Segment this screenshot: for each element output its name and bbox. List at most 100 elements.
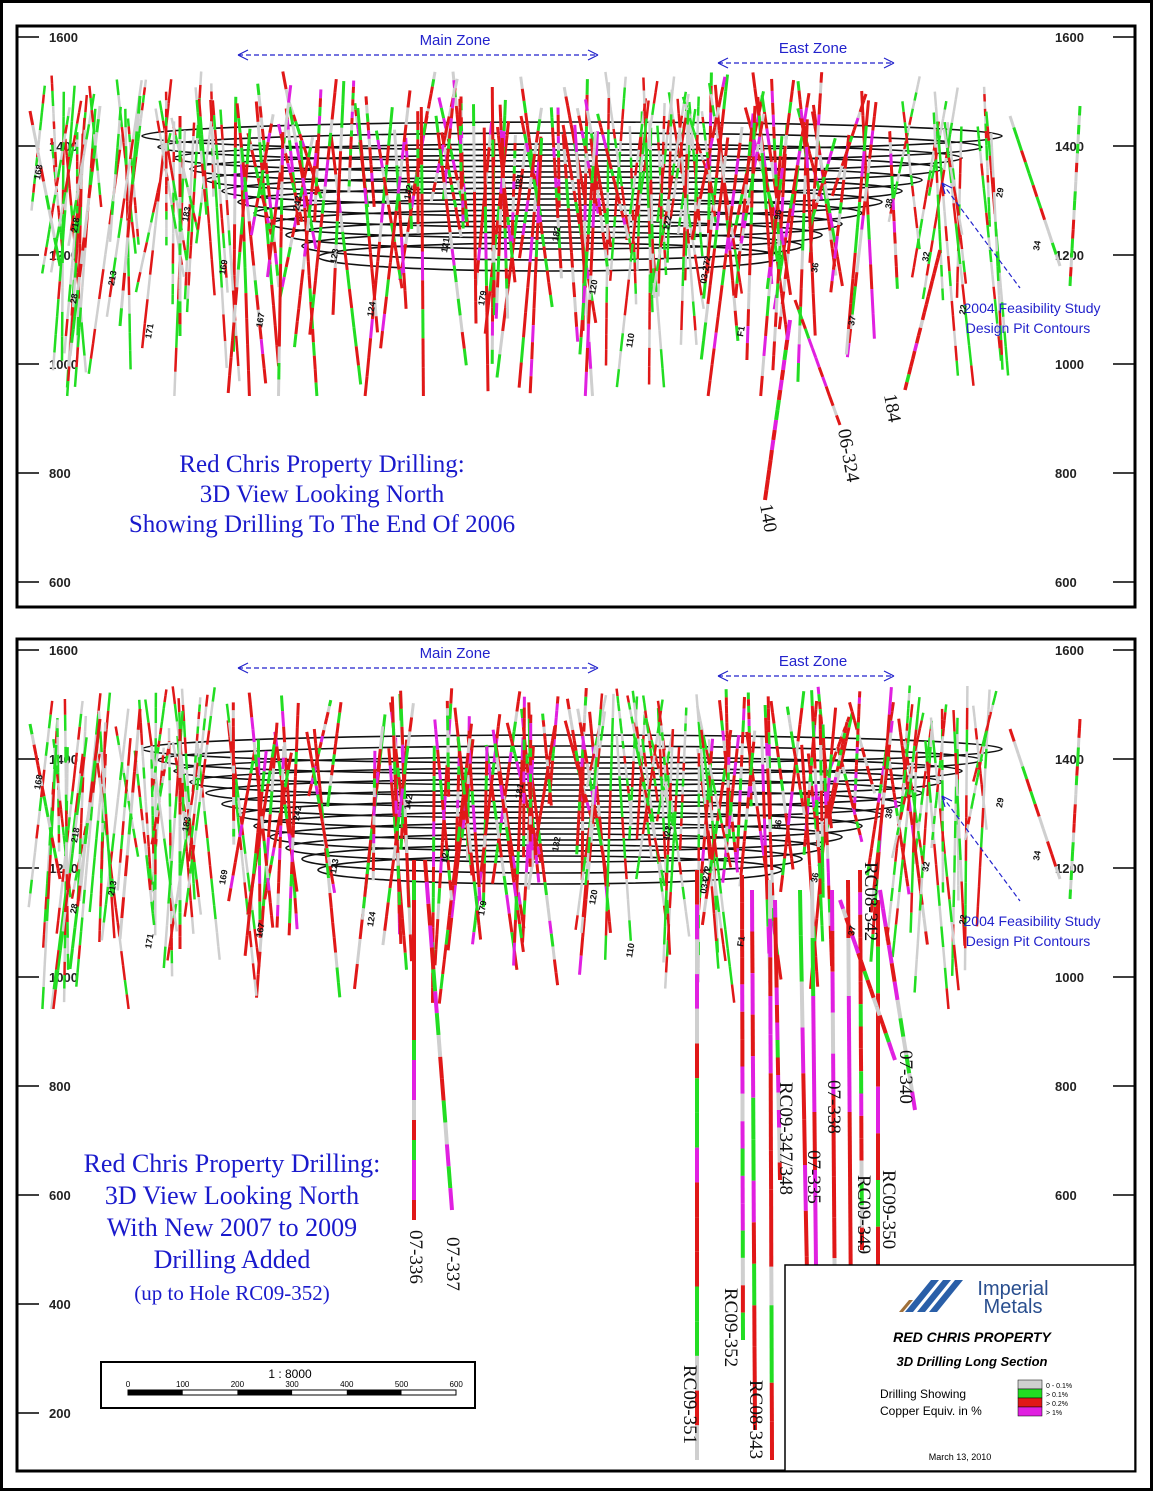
- hole-label: RC09-349: [853, 1175, 874, 1254]
- scale-tick-label: 200: [231, 1380, 245, 1389]
- hole-label-small: 32: [920, 251, 932, 263]
- hole-label-small: 22: [957, 914, 969, 926]
- drill-hole: [492, 87, 494, 315]
- hole-label-small: 96: [772, 209, 784, 221]
- hole-label: RC09-350: [878, 1170, 899, 1249]
- east-zone-label: East Zone: [779, 653, 847, 670]
- legend-swatch: [1018, 1407, 1042, 1416]
- y-tick-label-right: 1600: [1055, 30, 1084, 45]
- bottom-title-line: 3D View Looking North: [105, 1181, 359, 1210]
- drill-hole: [770, 880, 772, 1460]
- legend-swatch: [1018, 1389, 1042, 1398]
- main-zone-label: Main Zone: [420, 645, 491, 662]
- hole-label: 07-338: [823, 1080, 844, 1134]
- legend-property: RED CHRIS PROPERTY: [893, 1329, 1052, 1345]
- scale-tick-label: 400: [340, 1380, 354, 1389]
- drill-hole: [421, 107, 423, 396]
- hole-label-small: 37: [846, 315, 858, 327]
- drill-hole: [233, 702, 234, 844]
- scale-tick-label: 600: [450, 1380, 464, 1389]
- logo-text-metals: Metals: [984, 1296, 1043, 1318]
- pit-label-line1: 2004 Feasibility Study: [964, 913, 1101, 929]
- bottom-title-line: Red Chris Property Drilling:: [84, 1149, 381, 1178]
- y-tick-label-right: 800: [1055, 1079, 1077, 1094]
- scale-tick-label: 300: [285, 1380, 299, 1389]
- scale-tick-label: 100: [176, 1380, 190, 1389]
- hole-label: 07-336: [405, 1230, 426, 1284]
- hole-label: RC08-343: [745, 1380, 766, 1459]
- hole-label: RC08-342: [860, 862, 881, 941]
- scale-ratio: 1 : 8000: [268, 1367, 312, 1381]
- y-tick-label-left: 600: [49, 1188, 71, 1203]
- hole-label-small: 32: [920, 861, 932, 873]
- drill-hole: [460, 99, 461, 190]
- y-tick-label-left: 800: [49, 1079, 71, 1094]
- hole-label-small: F1: [735, 325, 747, 337]
- bottom-title-line: With New 2007 to 2009: [107, 1213, 357, 1242]
- hole-label: 07-340: [895, 1050, 916, 1104]
- hole-label-small: 22: [957, 304, 969, 316]
- legend-item-label: > 1%: [1046, 1410, 1062, 1417]
- hole-label-small: 36: [809, 262, 821, 274]
- east-zone-label: East Zone: [779, 40, 847, 57]
- legend-drilling-label: Copper Equiv. in %: [880, 1404, 982, 1418]
- scale-bar-segment: [237, 1390, 292, 1395]
- hole-label-small: 28: [68, 293, 80, 305]
- hole-label-small: 34: [1031, 240, 1043, 252]
- y-tick-label-left: 1600: [49, 643, 78, 658]
- hole-label: RC09-351: [679, 1365, 700, 1444]
- pit-label-line1: 2004 Feasibility Study: [964, 300, 1101, 316]
- y-tick-label-right: 600: [1055, 575, 1077, 590]
- drill-hole: [373, 751, 375, 881]
- hole-label-small: 29: [994, 187, 1006, 199]
- pit-label-line2: Design Pit Contours: [966, 320, 1091, 336]
- hole-label-small: 29: [994, 797, 1006, 809]
- pit-label-line2: Design Pit Contours: [966, 933, 1091, 949]
- hole-label-small: 96: [772, 819, 784, 831]
- drill-hole: [447, 701, 448, 797]
- hole-label: 07-335: [803, 1150, 824, 1204]
- scale-tick-label: 0: [126, 1380, 131, 1389]
- top-panel: 1600160014001400120012001000100080080060…: [17, 26, 1135, 607]
- legend-swatch: [1018, 1380, 1042, 1389]
- legend-item-label: 0 - 0.1%: [1046, 1383, 1072, 1390]
- bottom-panel: 1600160014001400120012001000100080080060…: [17, 639, 1135, 1471]
- top-title-line: Showing Drilling To The End Of 2006: [129, 511, 515, 538]
- top-title-line: Red Chris Property Drilling:: [179, 451, 464, 478]
- y-tick-label-left: 400: [49, 1297, 71, 1312]
- hole-label-small: 38: [883, 198, 895, 210]
- legend-item-label: > 0.1%: [1046, 1392, 1068, 1399]
- hole-label: RC09-347/348: [775, 1082, 796, 1195]
- hole-label-small: F1: [735, 935, 747, 947]
- hole-label-small: 36: [809, 872, 821, 884]
- scale-bar-segment: [128, 1390, 183, 1395]
- y-tick-label-right: 1600: [1055, 643, 1084, 658]
- drill-hole: [524, 697, 525, 858]
- y-tick-label-right: 1000: [1055, 357, 1084, 372]
- legend-drilling-label: Drilling Showing: [880, 1387, 966, 1401]
- legend-date: March 13, 2010: [929, 1452, 992, 1462]
- bottom-title-line: Drilling Added: [154, 1245, 311, 1274]
- y-tick-label-left: 600: [49, 575, 71, 590]
- y-tick-label-left: 200: [49, 1406, 71, 1421]
- drill-hole: [558, 108, 559, 208]
- y-tick-label-left: 1600: [49, 30, 78, 45]
- hole-label-small: 37: [846, 925, 858, 937]
- top-title-line: 3D View Looking North: [200, 481, 445, 508]
- hole-label-small: 34: [1031, 850, 1043, 862]
- y-tick-label-right: 1400: [1055, 752, 1084, 767]
- hole-label-small: 28: [68, 903, 80, 915]
- drilling-figure: 1600160014001400120012001000100080080060…: [3, 3, 1150, 1488]
- scale-bar-segment: [347, 1390, 402, 1395]
- legend-swatch: [1018, 1398, 1042, 1407]
- hole-label: 07-337: [442, 1237, 463, 1291]
- y-tick-label-left: 800: [49, 466, 71, 481]
- main-zone-label: Main Zone: [420, 32, 491, 49]
- y-tick-label-right: 1000: [1055, 970, 1084, 985]
- hole-label: RC09-352: [720, 1288, 741, 1367]
- legend-section: 3D Drilling Long Section: [897, 1354, 1048, 1369]
- bottom-title-line: (up to Hole RC09-352): [134, 1281, 329, 1305]
